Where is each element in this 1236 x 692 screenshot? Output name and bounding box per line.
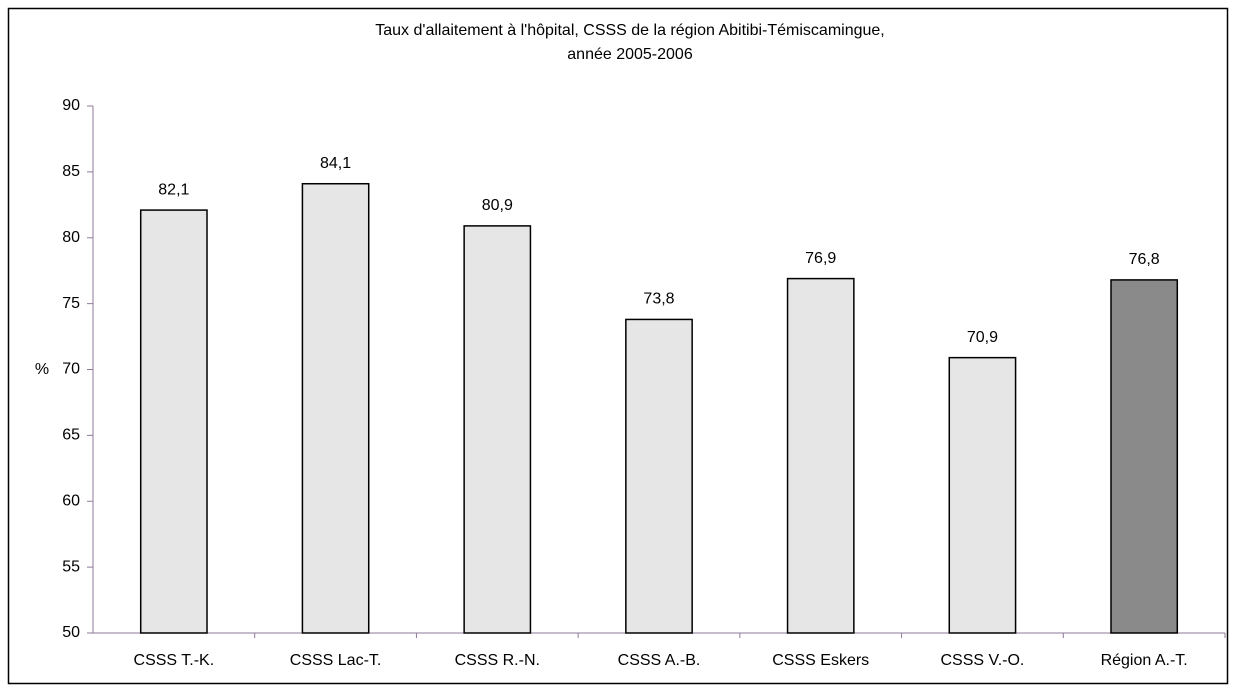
bar — [301, 182, 370, 634]
x-tick-label: CSSS A.-B. — [618, 652, 701, 669]
bar — [948, 356, 1017, 634]
chart-frame — [7, 7, 1229, 685]
chart-title: année 2005-2006 — [567, 46, 693, 63]
x-tick-label: CSSS T.-K. — [134, 652, 215, 669]
data-label: 82,1 — [158, 181, 189, 198]
y-tick-label: 75 — [62, 295, 80, 312]
bar — [786, 277, 855, 634]
data-label: 76,8 — [1129, 251, 1160, 268]
y-axis-label: % — [35, 361, 49, 378]
x-tick-label: CSSS R.-N. — [455, 652, 540, 669]
data-label: 70,9 — [967, 329, 998, 346]
data-label: 76,9 — [805, 250, 836, 267]
bar — [463, 225, 532, 634]
y-tick-label: 80 — [62, 229, 80, 246]
y-tick-label: 50 — [62, 624, 80, 641]
y-tick-label: 65 — [62, 427, 80, 444]
data-label: 73,8 — [643, 291, 674, 308]
x-tick-label: CSSS Lac-T. — [290, 652, 382, 669]
data-label: 80,9 — [482, 197, 513, 214]
data-label: 84,1 — [320, 155, 351, 172]
chart-title: Taux d'allaitement à l'hôpital, CSSS de … — [375, 22, 884, 39]
y-tick-label: 60 — [62, 492, 80, 509]
bar — [625, 318, 693, 634]
y-tick-label: 85 — [62, 163, 80, 180]
y-tick-label: 55 — [62, 558, 80, 575]
bar — [1110, 279, 1179, 634]
bar — [139, 209, 208, 634]
y-tick-label: 90 — [62, 97, 80, 114]
x-tick-label: Région A.-T. — [1101, 652, 1188, 669]
x-tick-label: CSSS Eskers — [772, 652, 869, 669]
x-tick-label: CSSS V.-O. — [940, 652, 1024, 669]
y-tick-label: 70 — [62, 361, 80, 378]
